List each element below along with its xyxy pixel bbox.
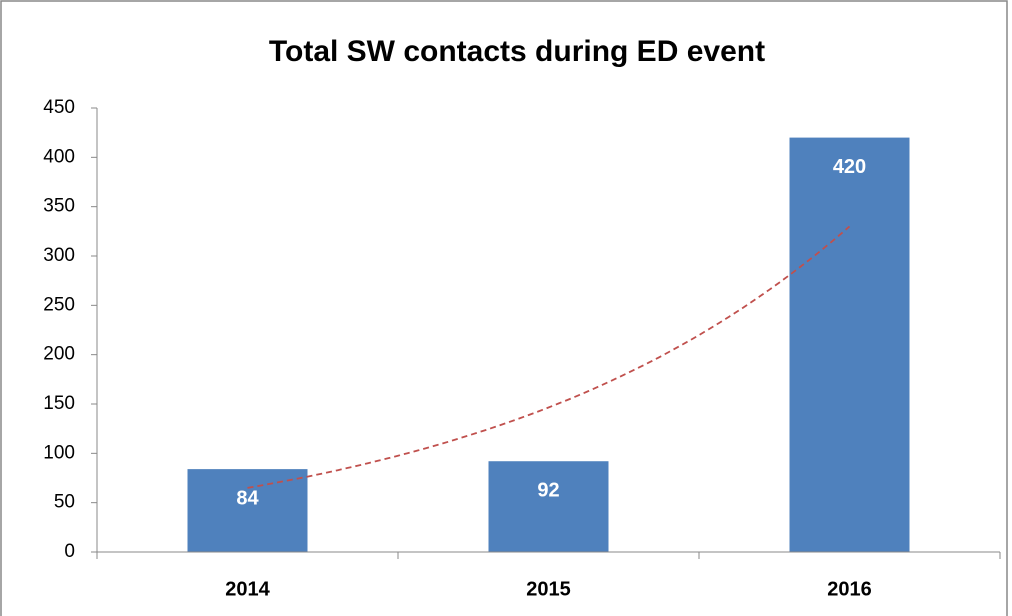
- y-tick-label: 300: [43, 245, 75, 266]
- y-tick-label: 350: [43, 196, 75, 217]
- y-tick-label: 100: [43, 442, 75, 463]
- trendline: [247, 225, 851, 489]
- y-tick-label: 250: [43, 294, 75, 315]
- bar: [488, 461, 609, 552]
- x-tick-label: 2014: [225, 578, 270, 600]
- y-tick-label: 450: [43, 97, 75, 118]
- y-tick-label: 150: [43, 393, 75, 414]
- x-tick-label: 2015: [526, 578, 571, 600]
- bar: [187, 469, 308, 552]
- x-tick-label: 2016: [827, 578, 872, 600]
- y-tick-label: 400: [43, 146, 75, 167]
- y-tick-label: 50: [54, 492, 75, 513]
- y-tick-label: 0: [64, 541, 75, 562]
- data-label: 420: [833, 156, 866, 178]
- bar: [789, 137, 910, 552]
- chart-title: Total SW contacts during ED event: [269, 35, 765, 68]
- data-label: 92: [537, 480, 559, 502]
- y-tick-label: 200: [43, 344, 75, 365]
- data-label: 84: [236, 487, 259, 509]
